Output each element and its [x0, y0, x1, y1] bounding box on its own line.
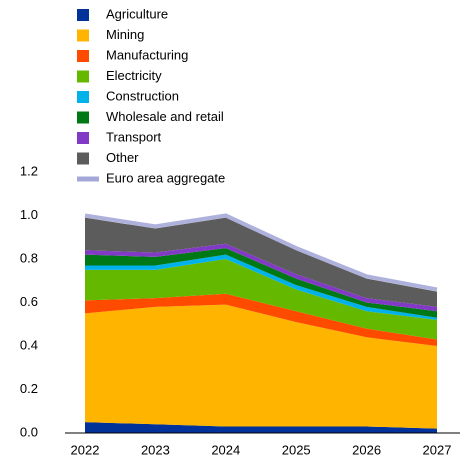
x-tick-label: 2022	[71, 442, 100, 457]
area	[85, 254, 437, 320]
legend-label: Other	[106, 150, 139, 165]
legend-label: Transport	[106, 129, 162, 144]
area	[85, 422, 437, 433]
area	[85, 304, 437, 429]
legend-label: Construction	[106, 88, 179, 103]
legend-swatch	[77, 91, 89, 103]
legend-label: Electricity	[106, 68, 162, 83]
y-tick-label: 1.0	[20, 207, 38, 222]
area	[85, 293, 437, 346]
legend-swatch	[77, 9, 89, 21]
y-tick-label: 0.2	[20, 381, 38, 396]
area	[85, 243, 437, 312]
legend-label: Agriculture	[106, 6, 168, 21]
area	[85, 248, 437, 318]
area	[85, 259, 437, 340]
x-tick-label: 2025	[282, 442, 311, 457]
legend-swatch	[77, 50, 89, 62]
line	[84, 213, 438, 292]
y-tick-label: 0.8	[20, 250, 38, 265]
y-tick-label: 1.2	[20, 163, 38, 178]
legend-swatch	[77, 132, 89, 144]
y-tick-label: 0.4	[20, 337, 38, 352]
legend-swatch	[77, 176, 99, 182]
area	[85, 217, 437, 307]
legend-label: Euro area aggregate	[106, 170, 225, 185]
legend-label: Mining	[106, 27, 144, 42]
x-tick-label: 2023	[141, 442, 170, 457]
x-tick-label: 2024	[211, 442, 240, 457]
x-tick-label: 2027	[423, 442, 452, 457]
legend-swatch	[77, 29, 89, 42]
legend-label: Manufacturing	[106, 47, 188, 62]
y-tick-label: 0.0	[20, 424, 38, 439]
y-tick-label: 0.6	[20, 294, 38, 309]
legend-label: Wholesale and retail	[106, 109, 224, 124]
legend-swatch	[77, 111, 89, 124]
legend-swatch	[77, 70, 89, 83]
legend-swatch	[77, 152, 89, 165]
x-tick-label: 2026	[352, 442, 381, 457]
